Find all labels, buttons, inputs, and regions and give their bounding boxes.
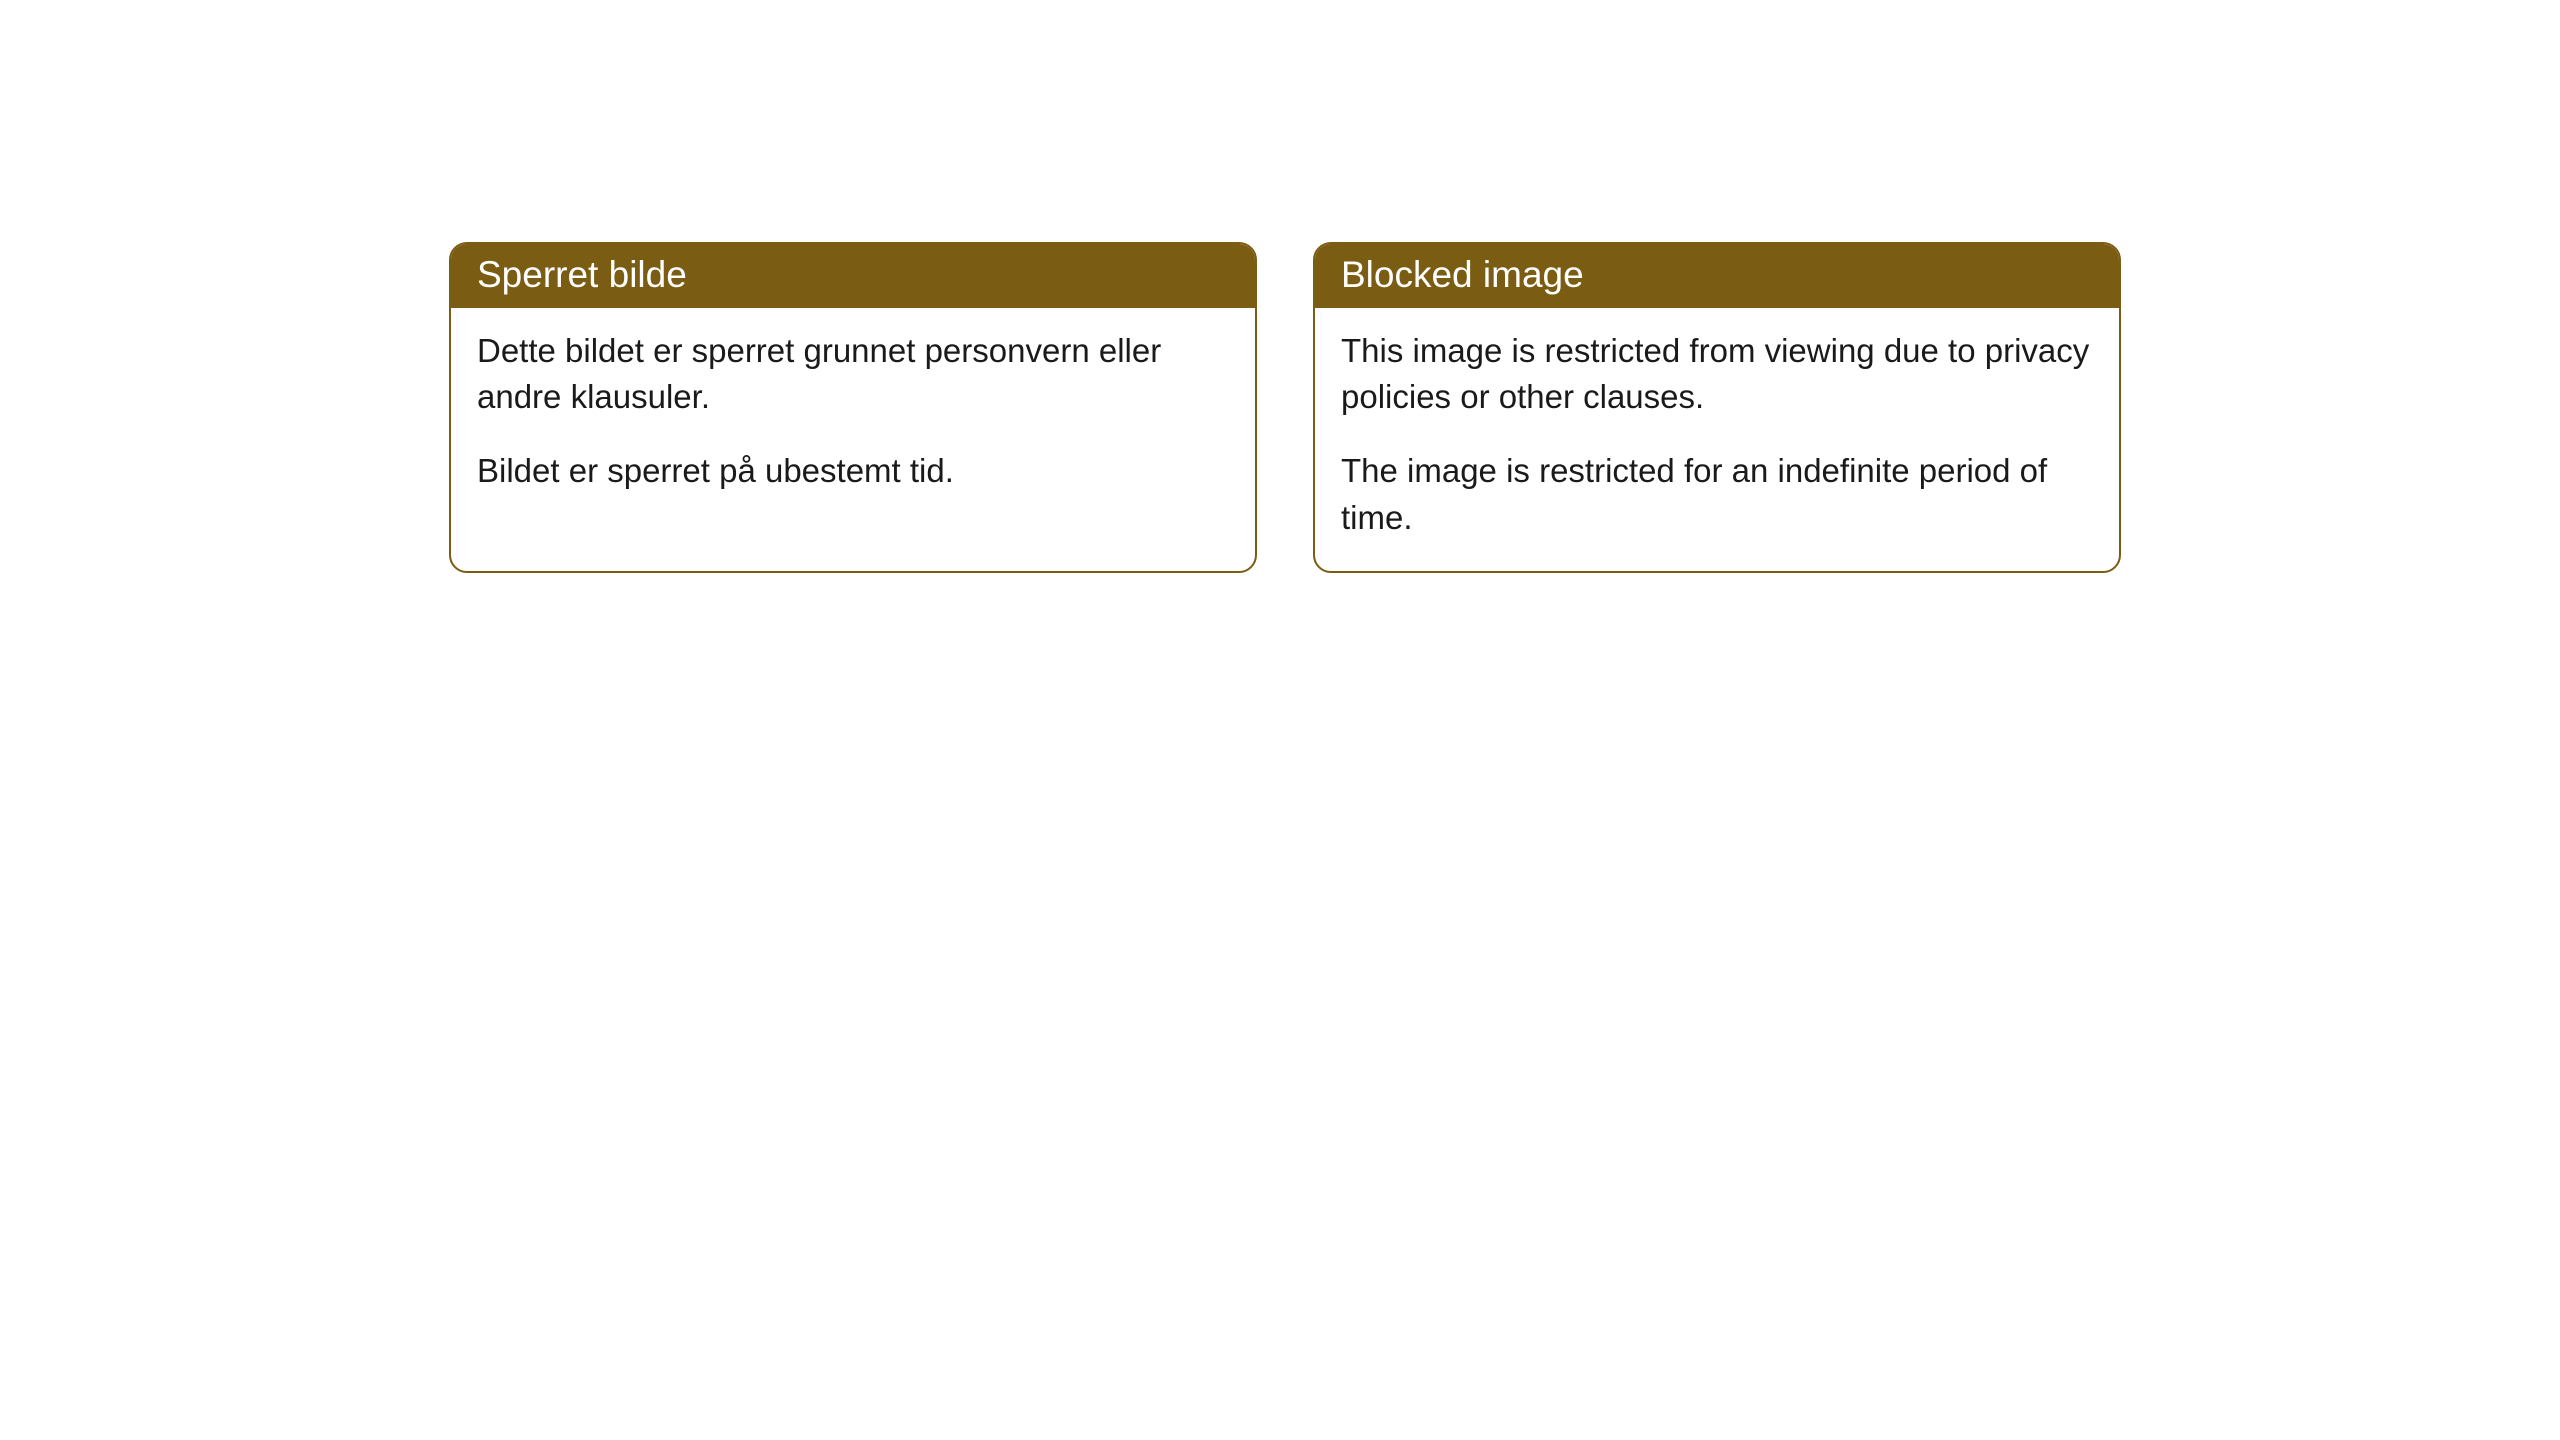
card-paragraph-2: The image is restricted for an indefinit… (1341, 448, 2093, 540)
card-header-norwegian: Sperret bilde (451, 244, 1255, 308)
card-title: Sperret bilde (477, 254, 687, 295)
card-title: Blocked image (1341, 254, 1584, 295)
card-paragraph-1: This image is restricted from viewing du… (1341, 328, 2093, 420)
card-header-english: Blocked image (1315, 244, 2119, 308)
card-paragraph-1: Dette bildet er sperret grunnet personve… (477, 328, 1229, 420)
blocked-image-card-norwegian: Sperret bilde Dette bildet er sperret gr… (449, 242, 1257, 573)
notice-cards-container: Sperret bilde Dette bildet er sperret gr… (449, 242, 2121, 573)
blocked-image-card-english: Blocked image This image is restricted f… (1313, 242, 2121, 573)
card-paragraph-2: Bildet er sperret på ubestemt tid. (477, 448, 1229, 494)
card-body-english: This image is restricted from viewing du… (1315, 308, 2119, 571)
card-body-norwegian: Dette bildet er sperret grunnet personve… (451, 308, 1255, 525)
